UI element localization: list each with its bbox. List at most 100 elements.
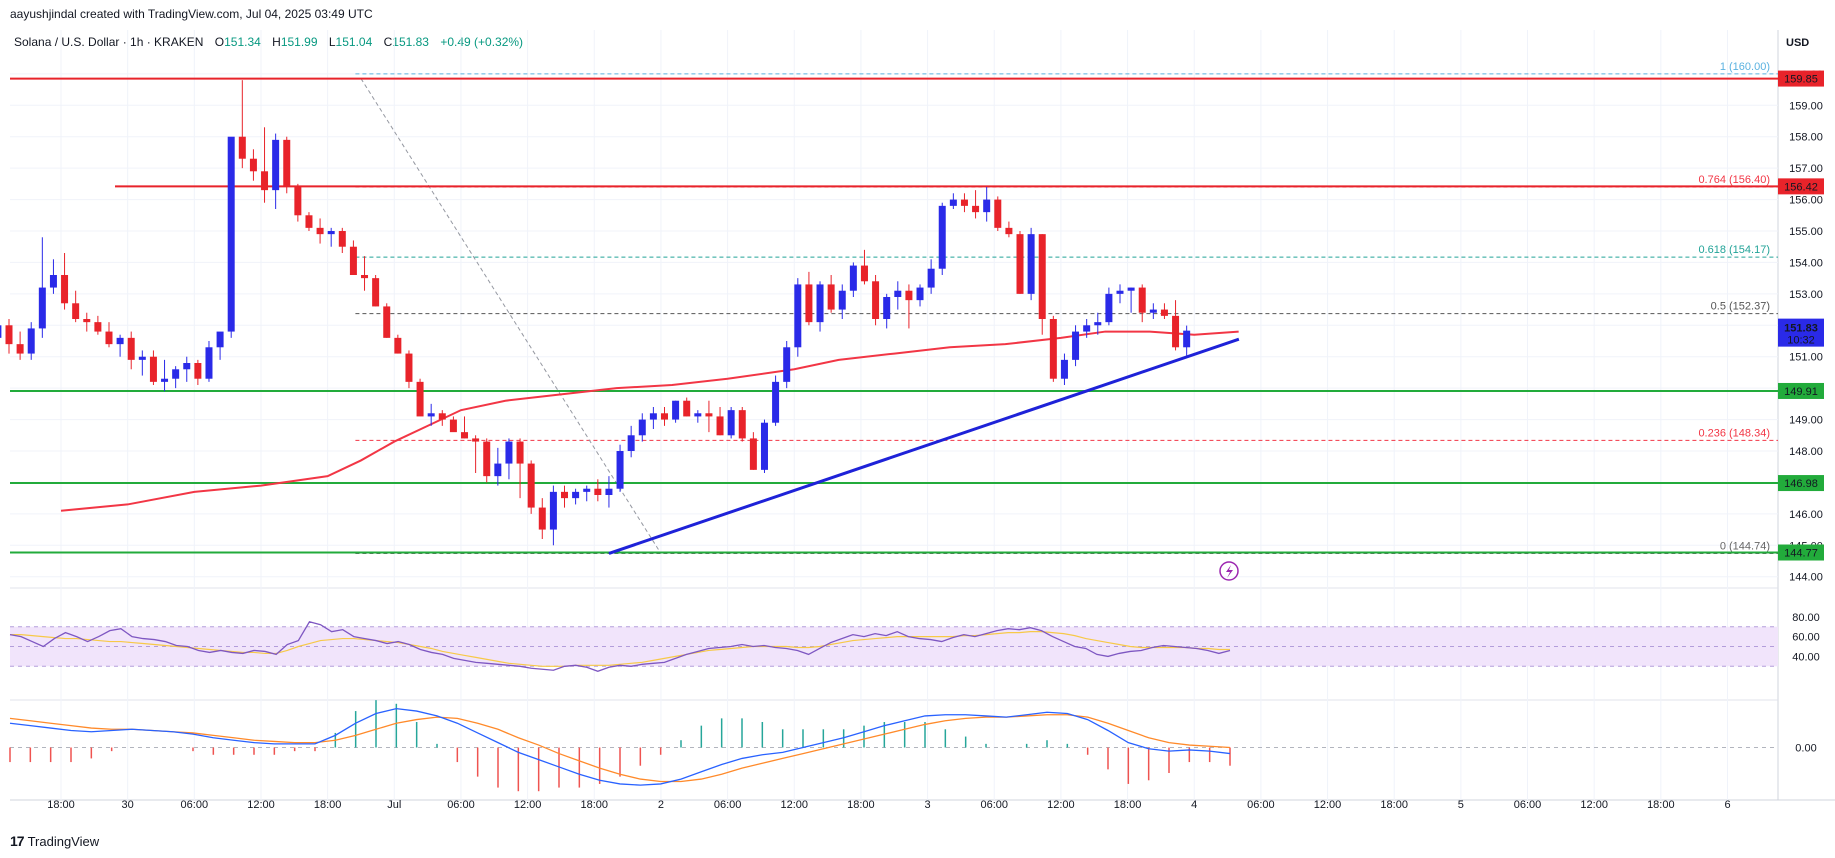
candle-body [438,413,446,420]
candle-body [394,337,402,354]
candle-body [527,463,535,508]
currency-label[interactable]: USD [1786,37,1810,49]
time-tick-label: 12:00 [514,799,542,811]
candle-body [905,290,913,301]
candle-body [94,322,102,332]
time-tick-label: 06:00 [181,799,209,811]
candle-body [794,284,802,348]
candle-body [605,488,613,495]
candle-body [916,287,924,301]
candle-body [972,205,980,213]
candle-body [16,344,24,354]
candle-body [83,319,91,323]
candle-body [1149,309,1157,313]
price-level-tag-text: 149.91 [1784,386,1818,398]
time-tick-label: 06:00 [980,799,1008,811]
candle-body [294,187,302,216]
candle-body [305,215,313,228]
candle-body [805,284,813,323]
price-tick-label: 158.00 [1789,132,1823,144]
time-tick-label: 12:00 [780,799,808,811]
candle-body [1138,287,1146,313]
candle-body [672,400,680,420]
candle-body [327,231,335,235]
time-tick-label: 18:00 [581,799,609,811]
time-tick-label: Jul [387,799,401,811]
price-tick-label: 146.00 [1789,509,1823,521]
high-label: H [272,35,281,49]
time-tick-label: 06:00 [447,799,475,811]
price-tick-label: 157.00 [1789,163,1823,175]
candle-body [772,381,780,423]
candle-body [172,369,180,379]
time-tick-label: 06:00 [714,799,742,811]
candle-body [1038,234,1046,319]
price-tick-label: 153.00 [1789,289,1823,301]
time-tick-label: 30 [122,799,134,811]
fib-level-label: 0.618 (154.17) [1698,244,1770,256]
high-value: 151.99 [280,35,318,49]
candle-body [1027,234,1035,294]
candle-body [960,199,968,206]
candle-body [1127,287,1135,291]
candle-body [694,413,702,417]
candle-body [549,491,557,530]
candle-body [349,246,357,275]
ascending-trendline [608,337,1240,555]
fib-level-label: 0.5 (152.37) [1711,301,1770,313]
candle-body [1116,290,1124,294]
candle-body [927,268,935,288]
time-tick-label: 18:00 [1647,799,1675,811]
moving-average-line [60,330,1239,512]
tradingview-logo[interactable]: 17 TradingView [10,833,99,849]
time-tick-label: 18:00 [314,799,342,811]
current-price-tag [1778,318,1824,347]
candle-body [105,331,113,345]
rsi-tick-label: 60.00 [1792,632,1820,644]
price-level-tag [1778,70,1824,87]
candle-body [1083,325,1091,332]
candle-body [1016,234,1024,294]
price-tick-label: 159.00 [1789,100,1823,112]
candle-body [949,199,957,206]
candle-body [938,205,946,269]
candle-body [61,275,69,304]
candle-body [583,488,591,492]
chart-credit: aayushjindal created with TradingView.co… [10,7,373,21]
time-tick-label: 18:00 [1380,799,1408,811]
bar-countdown-text: 10:32 [1787,335,1815,347]
fib-anchor-line [360,78,662,554]
price-tick-label: 148.00 [1789,446,1823,458]
candle-body [316,227,324,235]
price-level-tag [1778,475,1824,492]
candle-body [461,432,469,439]
candle-body [494,463,502,477]
time-tick-label: 4 [1191,799,1197,811]
open-label: O [214,35,225,49]
current-price-text: 151.83 [1784,323,1818,335]
candle-body [205,347,213,379]
time-tick-label: 12:00 [247,799,275,811]
candle-body [383,306,391,338]
candle-body [372,278,380,307]
rsi-tick-label: 80.00 [1792,612,1820,624]
macd-signal-line [9,714,1231,783]
candle-body [183,363,191,370]
tradingview-logo-icon: 17 [10,833,25,849]
macd-line [9,707,1231,786]
candle-body [261,171,269,191]
time-tick-label: 3 [925,799,931,811]
time-tick-label: 12:00 [1580,799,1608,811]
candle-body [716,416,724,436]
price-level-tag-text: 159.85 [1784,74,1818,86]
candle-body [0,325,2,338]
candle-body [561,491,568,499]
candle-body [238,136,246,159]
price-tick-label: 144.00 [1789,572,1823,584]
candle-body [883,297,891,319]
fib-level-label: 0 (144.74) [1720,540,1770,552]
candle-body [516,441,524,464]
price-tick-label: 154.00 [1789,257,1823,269]
macd-tick-label: 0.00 [1795,743,1816,755]
